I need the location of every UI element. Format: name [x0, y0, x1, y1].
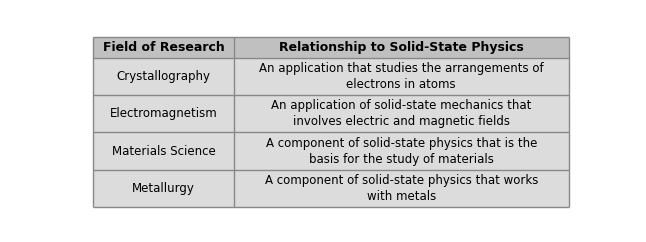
Text: An application that studies the arrangements of
electrons in atoms: An application that studies the arrangem… — [259, 62, 543, 91]
Text: Crystallography: Crystallography — [116, 70, 211, 83]
Text: Metallurgy: Metallurgy — [132, 182, 195, 195]
Text: Electromagnetism: Electromagnetism — [110, 107, 217, 120]
Text: A component of solid-state physics that is the
basis for the study of materials: A component of solid-state physics that … — [266, 136, 537, 166]
Text: Field of Research: Field of Research — [103, 41, 224, 54]
Text: A component of solid-state physics that works
with metals: A component of solid-state physics that … — [265, 174, 538, 203]
Text: An application of solid-state mechanics that
involves electric and magnetic fiel: An application of solid-state mechanics … — [271, 99, 532, 128]
Text: Relationship to Solid-State Physics: Relationship to Solid-State Physics — [279, 41, 524, 54]
Text: Materials Science: Materials Science — [112, 144, 215, 158]
